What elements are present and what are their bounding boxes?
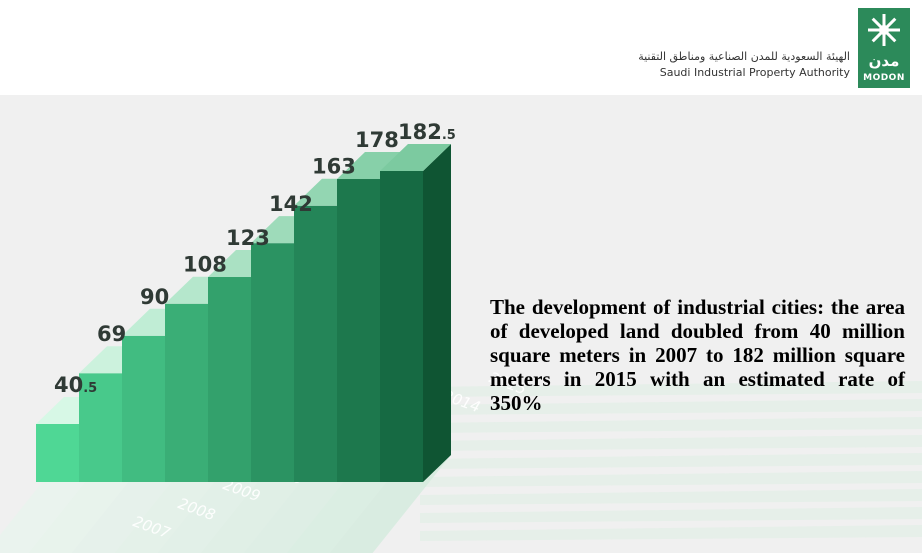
value-label-main: 182 bbox=[398, 120, 442, 144]
floor-streak bbox=[420, 489, 922, 505]
floor-streak bbox=[420, 417, 922, 433]
bar-front bbox=[337, 179, 380, 482]
bar bbox=[294, 178, 365, 482]
bar-front bbox=[294, 205, 337, 482]
value-label-main: 123 bbox=[226, 226, 270, 250]
floor-streak bbox=[420, 507, 922, 523]
bar-front bbox=[122, 335, 165, 482]
bar bbox=[208, 250, 279, 482]
bar-front bbox=[36, 424, 79, 482]
stair-bar-chart: 20072008200920102011201220132014201540.5… bbox=[0, 120, 922, 553]
bar bbox=[251, 216, 322, 482]
chart-caption: The development of industrial cities: th… bbox=[490, 295, 905, 415]
floor-streak bbox=[420, 525, 922, 541]
value-label-main: 163 bbox=[312, 155, 356, 179]
value-label-main: 178 bbox=[355, 128, 399, 152]
floor-streak bbox=[420, 471, 922, 487]
floor-streak bbox=[420, 435, 922, 451]
value-label: 178 bbox=[355, 128, 399, 152]
value-label: 142 bbox=[269, 192, 313, 216]
value-label: 108 bbox=[183, 253, 227, 277]
value-label-decimal: .5 bbox=[83, 381, 97, 396]
value-label: 123 bbox=[226, 226, 270, 250]
value-label: 90 bbox=[140, 285, 169, 309]
bar-side bbox=[423, 144, 451, 482]
logo-english-text: MODON bbox=[861, 70, 907, 86]
bar-front bbox=[165, 303, 208, 482]
floor-streak bbox=[420, 399, 922, 415]
header: الهيئة السعودية للمدن الصناعية ومناطق ال… bbox=[0, 0, 922, 95]
chart-stage: 20072008200920102011201220132014201540.5… bbox=[0, 95, 922, 553]
value-label: 163 bbox=[312, 155, 356, 179]
value-label-main: 108 bbox=[183, 253, 227, 277]
bar-front bbox=[251, 243, 294, 482]
bar-front bbox=[79, 373, 122, 482]
bar-top bbox=[380, 144, 451, 171]
value-label: 69 bbox=[97, 322, 126, 346]
value-label-main: 40 bbox=[54, 373, 83, 397]
org-name-arabic: الهيئة السعودية للمدن الصناعية ومناطق ال… bbox=[638, 50, 850, 63]
value-label-main: 90 bbox=[140, 285, 169, 309]
value-label-main: 142 bbox=[269, 192, 313, 216]
bar-front bbox=[208, 277, 251, 482]
bar bbox=[337, 152, 408, 482]
floor-streak bbox=[420, 453, 922, 469]
value-label: 40.5 bbox=[54, 373, 97, 397]
bar-front bbox=[380, 171, 423, 482]
bar-top bbox=[337, 152, 408, 180]
logo-arabic-text: مدن bbox=[869, 52, 900, 70]
value-label-decimal: .5 bbox=[442, 128, 456, 143]
value-label: 182.5 bbox=[398, 120, 456, 144]
bars bbox=[36, 144, 451, 482]
bar bbox=[380, 144, 451, 482]
org-name-english: Saudi Industrial Property Authority bbox=[659, 66, 850, 79]
logo-star-icon bbox=[868, 14, 900, 46]
floor-streak bbox=[420, 381, 922, 397]
value-label-main: 69 bbox=[97, 322, 126, 346]
